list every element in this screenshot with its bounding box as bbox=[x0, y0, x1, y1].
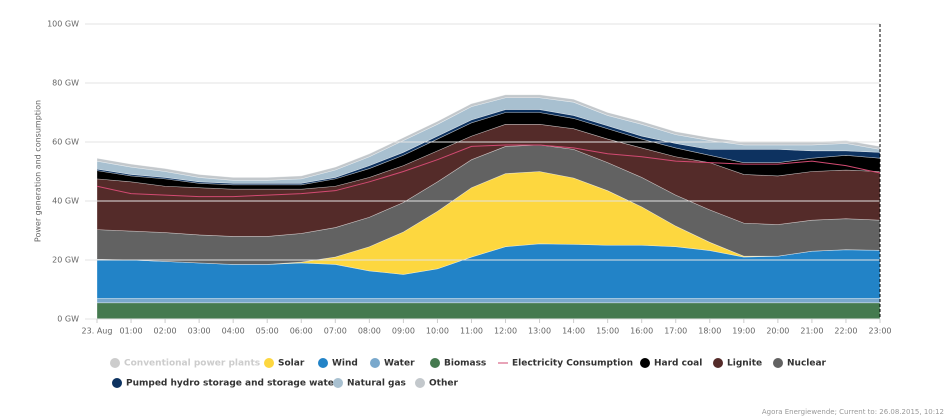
x-tick-label: 11:00 bbox=[460, 327, 483, 336]
legend-label: Pumped hydro storage and storage wate bbox=[126, 379, 334, 389]
legend-item[interactable]: Biomass bbox=[430, 358, 486, 369]
legend-symbol bbox=[415, 378, 425, 388]
legend-label: Biomass bbox=[444, 359, 486, 369]
area bbox=[96, 298, 881, 304]
x-tick-label: 15:00 bbox=[596, 327, 619, 336]
y-tick-label: 40 GW bbox=[52, 197, 79, 206]
x-tick-label: 18:00 bbox=[698, 327, 721, 336]
x-tick-label: 05:00 bbox=[256, 327, 279, 336]
legend-item[interactable]: Wind bbox=[318, 358, 358, 369]
y-tick-label: 0 GW bbox=[57, 315, 79, 324]
x-tick-label: 09:00 bbox=[392, 327, 415, 336]
legend-item[interactable]: Nuclear bbox=[773, 358, 827, 369]
x-tick-label: 20:00 bbox=[766, 327, 789, 336]
y-tick-label: 80 GW bbox=[52, 79, 79, 88]
legend-label: Nuclear bbox=[787, 359, 827, 369]
legend-symbol bbox=[773, 358, 783, 368]
x-tick-label: 21:00 bbox=[800, 327, 823, 336]
consumption-line bbox=[96, 144, 881, 198]
legend-label: Wind bbox=[332, 359, 358, 369]
legend-symbol bbox=[430, 358, 440, 368]
area bbox=[96, 302, 881, 320]
x-tick-label: 04:00 bbox=[222, 327, 245, 336]
x-tick-label: 17:00 bbox=[664, 327, 687, 336]
x-tick-label: 03:00 bbox=[188, 327, 211, 336]
x-tick-label: 22:00 bbox=[834, 327, 857, 336]
y-tick-label: 100 GW bbox=[47, 20, 79, 29]
legend-label: Electricity Consumption bbox=[512, 359, 633, 369]
x-tick-label: 16:00 bbox=[630, 327, 653, 336]
legend-item[interactable]: Hard coal bbox=[640, 358, 702, 369]
x-tick-label: 13:00 bbox=[528, 327, 551, 336]
legend-symbol bbox=[318, 358, 328, 368]
x-tick-label: 01:00 bbox=[120, 327, 143, 336]
areas bbox=[96, 94, 881, 320]
legend-symbol bbox=[640, 358, 650, 368]
legend-symbol bbox=[333, 378, 343, 388]
legend-label: Solar bbox=[278, 359, 305, 369]
x-tick-label: 02:00 bbox=[154, 327, 177, 336]
legend-symbol bbox=[110, 358, 120, 368]
y-axis-label: Power generation and consumption bbox=[34, 100, 43, 242]
legend-symbol bbox=[264, 358, 274, 368]
x-tick-label: 19:00 bbox=[732, 327, 755, 336]
footer: Agora Energiewende; Current to: 26.08.20… bbox=[762, 408, 944, 416]
x-tick-label: 12:00 bbox=[494, 327, 517, 336]
legend-label: Natural gas bbox=[347, 379, 406, 389]
x-tick-label: 07:00 bbox=[324, 327, 347, 336]
y-tick-label: 20 GW bbox=[52, 256, 79, 265]
x-tick-label: 10:00 bbox=[426, 327, 449, 336]
legend-item[interactable]: Pumped hydro storage and storage wate bbox=[112, 378, 334, 389]
legend-label: Conventional power plants bbox=[124, 359, 260, 369]
legend-symbol bbox=[713, 358, 723, 368]
legend-label: Water bbox=[384, 359, 415, 369]
legend-item[interactable]: Conventional power plants bbox=[110, 358, 260, 369]
legend-item[interactable]: Lignite bbox=[713, 358, 762, 369]
x-tick-label: 14:00 bbox=[562, 327, 585, 336]
legend-item[interactable]: Electricity Consumption bbox=[498, 359, 633, 369]
legend-item[interactable]: Water bbox=[370, 358, 415, 369]
legend-label: Other bbox=[429, 379, 458, 389]
x-tick-label: 23. Aug bbox=[82, 327, 113, 336]
legend-symbol bbox=[112, 378, 122, 388]
legend-label: Lignite bbox=[727, 359, 762, 369]
y-tick-label: 60 GW bbox=[52, 138, 79, 147]
legend-item[interactable]: Solar bbox=[264, 358, 305, 369]
legend-item[interactable]: Other bbox=[415, 378, 458, 389]
legend-label: Hard coal bbox=[654, 359, 702, 369]
x-tick-label: 23:00 bbox=[868, 327, 891, 336]
legend-item[interactable]: Natural gas bbox=[333, 378, 406, 389]
x-tick-label: 06:00 bbox=[290, 327, 313, 336]
legend-symbol bbox=[370, 358, 380, 368]
x-tick-label: 08:00 bbox=[358, 327, 381, 336]
